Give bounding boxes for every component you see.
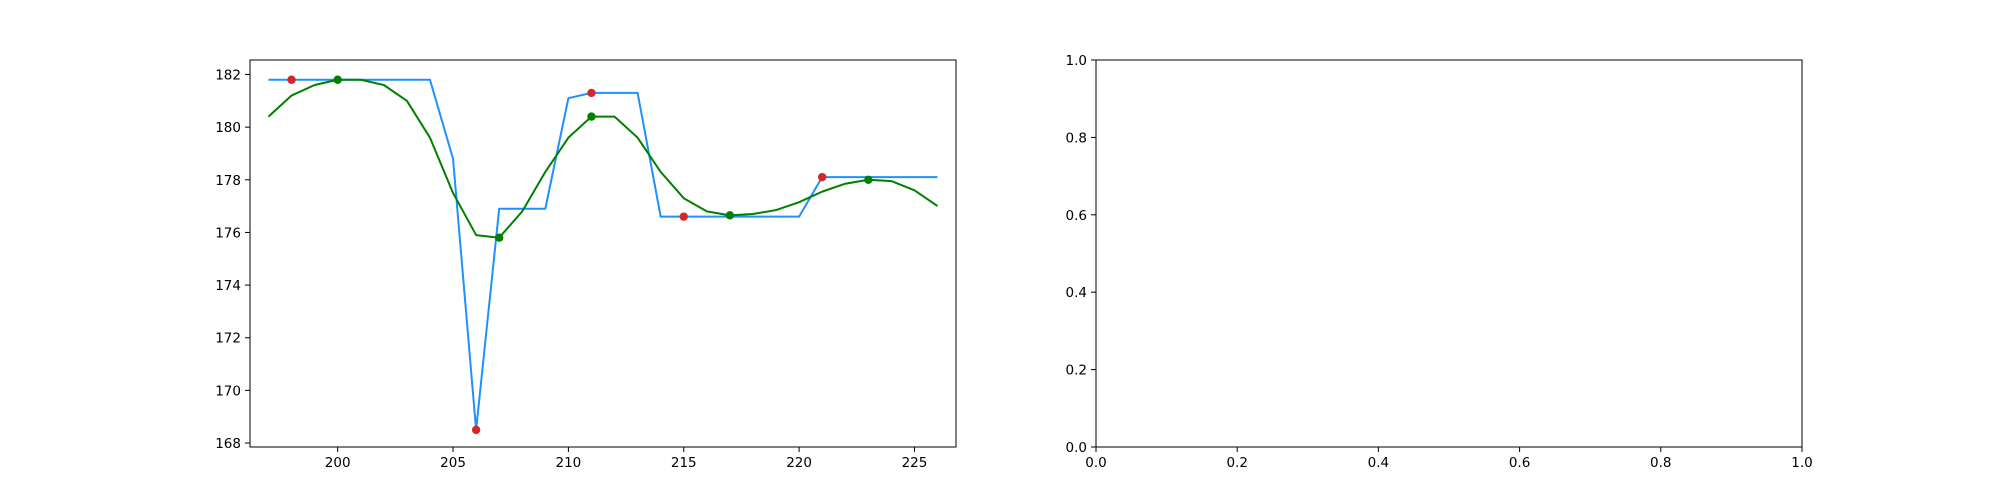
x-tick-label: 0.4 (1368, 455, 1389, 471)
right-empty-plot-panel: 0.0 0.2 0.4 0.6 0.8 1.0 0.0 0.2 0.4 0.6 0.8 1.0 (1066, 53, 1813, 471)
x-tick-label: 210 (556, 455, 582, 471)
x-tick-label: 205 (440, 455, 466, 471)
y-tick-label: 170 (215, 383, 241, 399)
x-tick-label: 215 (671, 455, 697, 471)
axes-frame (249, 59, 957, 448)
y-tick-label: 0.6 (1066, 208, 1087, 224)
y-tick-label: 178 (215, 173, 241, 189)
x-tick-label: 225 (902, 455, 928, 471)
smoothed-extremum-point (864, 175, 873, 184)
smoothed-extremum-point (333, 75, 342, 84)
y-tick-label: 0.8 (1066, 130, 1087, 146)
y-tick-label: 168 (215, 436, 241, 452)
smoothed-extremum-point (725, 211, 735, 220)
raw-extremum-point (471, 425, 481, 435)
x-tick-label: 200 (325, 455, 351, 471)
y-tick-label: 172 (215, 331, 241, 347)
x-tick-label: 1.0 (1791, 455, 1812, 471)
raw-extremum-point (587, 88, 596, 98)
y-tick-label: 0.2 (1066, 363, 1087, 379)
raw-extremum-point (679, 212, 688, 221)
x-tick-label: 0.2 (1226, 455, 1247, 471)
smoothed-extremum-point (587, 112, 596, 121)
y-tick-label: 0.0 (1066, 440, 1087, 456)
axes-frame (1095, 59, 1803, 448)
raw-extremum-point (287, 75, 296, 84)
y-tick-label: 182 (215, 67, 241, 83)
y-tick-label: 0.4 (1066, 285, 1087, 301)
x-tick-label: 0.0 (1085, 455, 1106, 471)
x-tick-label: 220 (786, 455, 812, 471)
raw-series-line (268, 78, 938, 431)
y-tick-label: 180 (215, 120, 241, 136)
raw-extremum-point (817, 172, 827, 182)
y-tick-label: 176 (215, 225, 241, 241)
y-tick-label: 174 (215, 278, 241, 294)
x-tick-label: 0.6 (1509, 455, 1530, 471)
left-plot-panel: 200 205 210 215 220 225 168 170 172 174 176 178 180 1… (215, 59, 957, 471)
y-tick-label: 1.0 (1066, 53, 1087, 69)
x-tick-label: 0.8 (1650, 455, 1671, 471)
plot-area (267, 75, 939, 435)
smoothed-extremum-point (494, 233, 504, 242)
smoothed-series-line (267, 78, 939, 239)
